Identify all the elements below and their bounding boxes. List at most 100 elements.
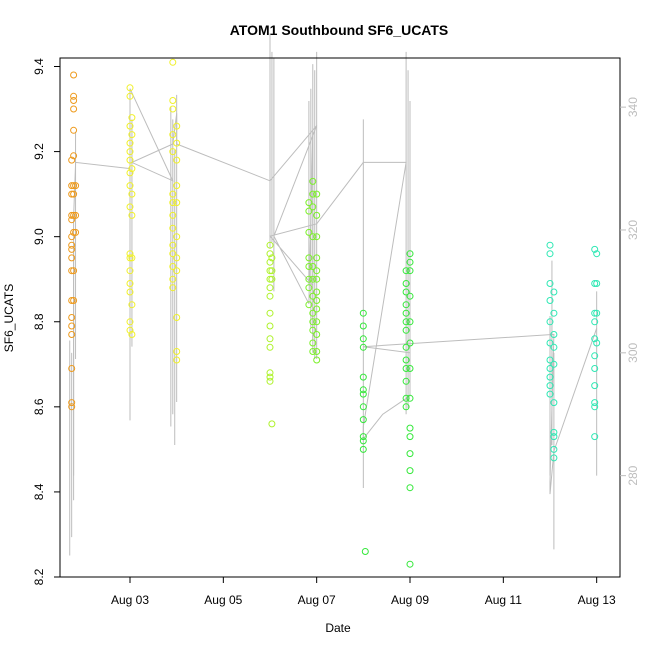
data-point	[313, 233, 321, 241]
data-point	[266, 241, 274, 249]
data-point	[68, 254, 76, 262]
data-point	[68, 216, 76, 224]
data-point	[402, 377, 410, 385]
data-point	[546, 250, 554, 258]
data-point	[550, 331, 558, 338]
data-point	[406, 339, 414, 347]
y-axis: 8.2 8.4 8.6 8.8 9.0 9.2 9.4	[32, 58, 60, 585]
data-point	[406, 433, 414, 441]
data-point	[169, 250, 177, 258]
data-point	[126, 122, 134, 130]
data-point	[266, 275, 274, 283]
data-point	[266, 284, 274, 292]
data-point	[313, 305, 321, 313]
data-point	[68, 156, 76, 164]
data-point	[309, 177, 317, 185]
data-point	[305, 301, 313, 309]
y-tick-label: 8.2	[32, 568, 46, 585]
data-point	[402, 394, 410, 402]
data-point	[169, 284, 177, 292]
data-point	[169, 199, 177, 207]
data-point	[313, 190, 321, 198]
data-point	[169, 241, 177, 249]
data-point	[173, 356, 181, 364]
data-point	[266, 292, 274, 300]
data-point	[546, 365, 554, 372]
data-point	[305, 228, 313, 236]
data-point	[313, 275, 321, 283]
data-point	[128, 331, 136, 338]
data-point	[305, 199, 313, 207]
data-point	[70, 211, 78, 219]
data-point	[173, 254, 181, 262]
data-point	[169, 58, 177, 66]
data-point	[550, 445, 558, 453]
data-point	[309, 339, 317, 347]
x-tick-label: Aug 05	[204, 593, 242, 607]
data-point	[173, 199, 181, 207]
data-point	[591, 403, 599, 411]
secondary-line-layer	[69, 33, 598, 556]
data-point	[309, 348, 317, 355]
data-point	[402, 356, 410, 364]
data-point	[173, 122, 181, 130]
y2-axis: 280 300 320 340	[620, 97, 640, 486]
data-point	[593, 309, 601, 317]
data-point	[173, 139, 181, 147]
data-point	[126, 92, 134, 100]
data-point	[546, 390, 554, 398]
data-point	[313, 254, 321, 262]
x-tick-label: Aug 09	[391, 593, 429, 607]
y2-tick-label: 300	[626, 342, 640, 362]
data-point	[126, 288, 134, 296]
data-point	[309, 263, 317, 270]
data-point	[309, 233, 317, 241]
data-point	[169, 97, 177, 104]
y2-tick-label: 280	[626, 465, 640, 485]
data-point	[359, 309, 367, 317]
data-point	[173, 233, 181, 241]
data-point	[266, 258, 274, 266]
data-point	[593, 250, 601, 258]
data-point	[72, 182, 80, 190]
data-point	[309, 292, 317, 300]
data-point	[268, 267, 276, 275]
data-point	[266, 267, 274, 275]
y-axis-label: SF6_UCATS	[2, 284, 16, 352]
data-point	[402, 288, 410, 296]
data-point	[402, 309, 410, 317]
data-point	[173, 182, 181, 190]
data-point	[406, 250, 414, 258]
data-point	[359, 445, 367, 453]
data-point	[550, 360, 558, 368]
data-point	[128, 131, 136, 139]
y-tick-label: 8.4	[32, 483, 46, 500]
data-point	[68, 211, 76, 219]
data-point	[70, 152, 78, 160]
data-point	[68, 322, 76, 330]
data-point	[313, 211, 321, 219]
data-point	[128, 114, 136, 122]
data-point	[70, 297, 78, 304]
data-point	[309, 203, 317, 211]
data-point	[309, 326, 317, 334]
data-point	[126, 254, 134, 262]
data-point	[402, 343, 410, 351]
data-point	[406, 467, 414, 475]
data-point	[169, 275, 177, 283]
x-axis: Aug 03 Aug 05 Aug 07 Aug 09 Aug 11 Aug 13	[111, 577, 616, 607]
data-point	[550, 288, 558, 296]
data-point	[359, 390, 367, 398]
data-point	[126, 267, 134, 275]
data-point	[591, 365, 599, 372]
data-point	[68, 399, 76, 407]
data-point	[268, 420, 276, 428]
data-point	[591, 335, 599, 343]
data-point	[402, 280, 410, 287]
data-point	[173, 267, 181, 275]
data-point	[169, 105, 177, 113]
data-point	[126, 156, 134, 164]
secondary-line	[73, 88, 598, 501]
data-point	[591, 280, 599, 287]
x-tick-label: Aug 07	[298, 593, 336, 607]
